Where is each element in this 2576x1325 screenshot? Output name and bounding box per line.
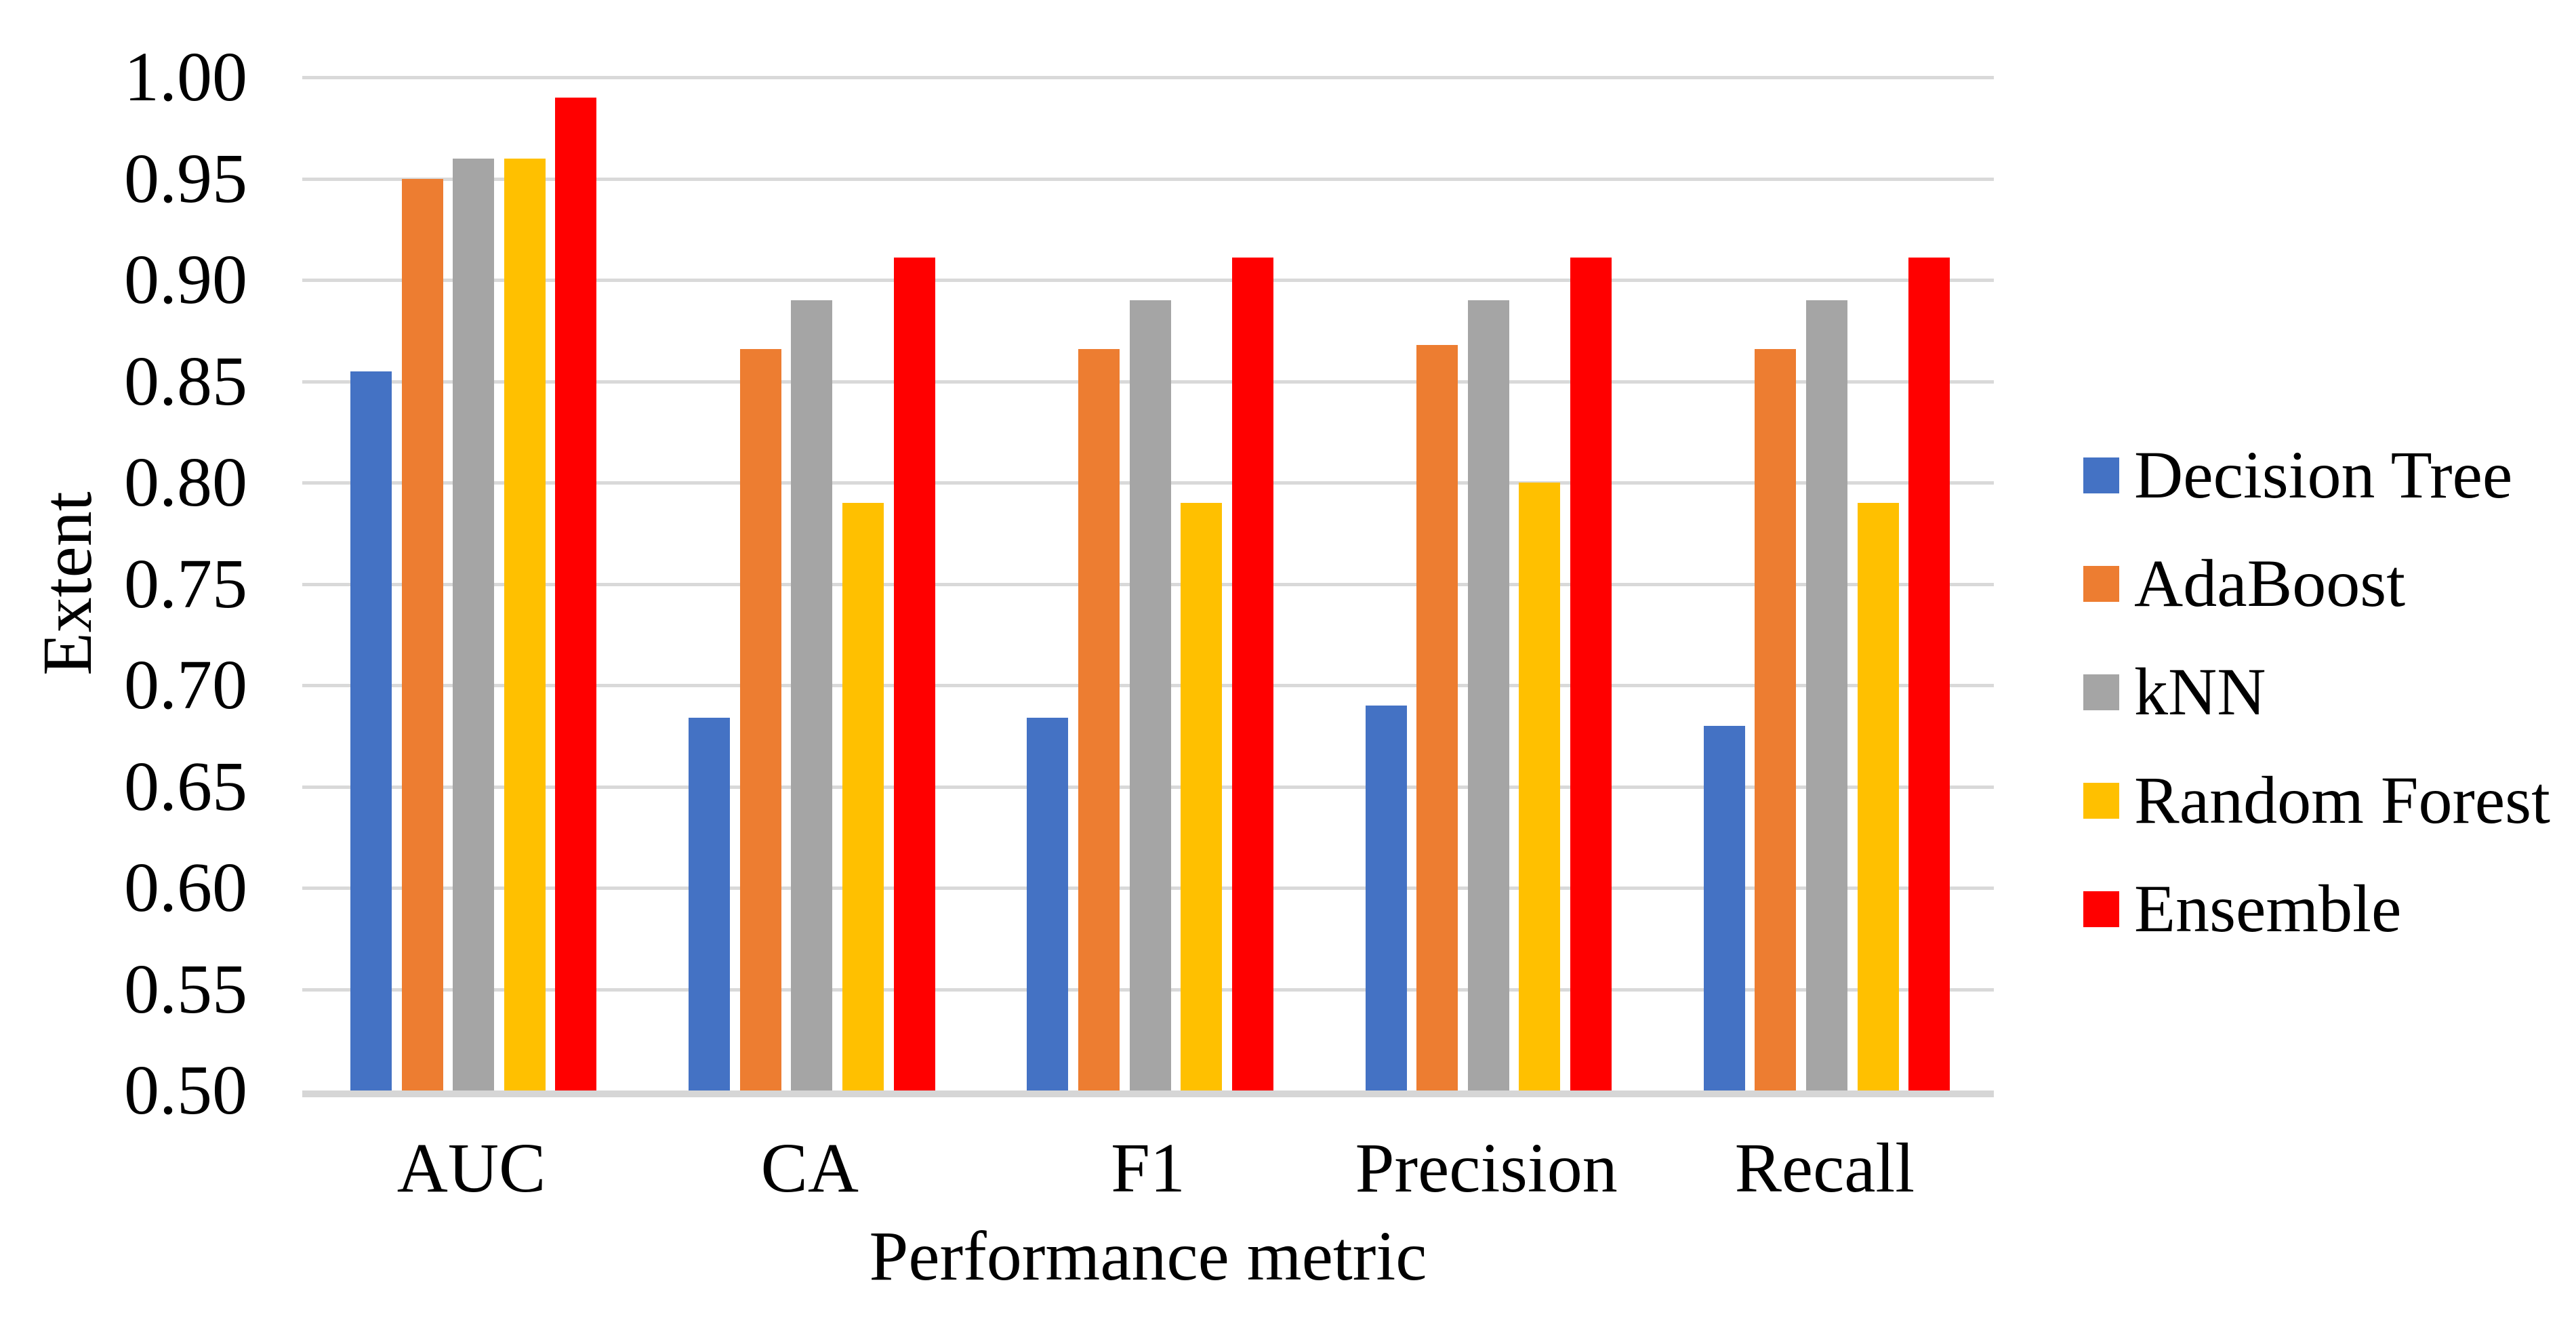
bar-f1-random-forest	[1181, 502, 1223, 1090]
bar-f1-knn	[1129, 300, 1171, 1090]
legend-label-ensemble: Ensemble	[2134, 871, 2402, 946]
bar-f1-adaboost	[1078, 348, 1120, 1090]
legend-item-decision-tree: Decision Tree	[2083, 434, 2512, 516]
bar-precision-knn	[1467, 300, 1509, 1090]
x-tick-label-precision: Precision	[1355, 1129, 1618, 1207]
bar-precision-ensemble	[1570, 258, 1612, 1090]
x-tick-label-f1: F1	[1111, 1129, 1185, 1207]
y-tick-label-0.50: 0.50	[124, 1051, 247, 1129]
bar-auc-adaboost	[401, 178, 443, 1090]
bar-f1-ensemble	[1231, 258, 1273, 1090]
bar-ca-adaboost	[739, 348, 781, 1090]
legend-item-random-forest: Random Forest	[2083, 760, 2550, 841]
legend-swatch-ensemble	[2083, 891, 2119, 927]
bar-recall-ensemble	[1908, 258, 1950, 1090]
legend-swatch-knn	[2083, 674, 2119, 710]
legend-item-knn: kNN	[2083, 651, 2266, 733]
y-tick-label-0.60: 0.60	[124, 849, 247, 926]
bar-auc-random-forest	[504, 158, 546, 1090]
legend-label-decision-tree: Decision Tree	[2134, 437, 2513, 512]
x-tick-label-recall: Recall	[1734, 1129, 1915, 1207]
bar-auc-ensemble	[555, 97, 597, 1090]
legend-label-knn: kNN	[2134, 654, 2266, 729]
bar-recall-adaboost	[1755, 348, 1797, 1090]
bar-ca-decision-tree	[689, 717, 731, 1090]
y-tick-label-0.85: 0.85	[124, 342, 247, 420]
y-tick-label-0.80: 0.80	[124, 443, 247, 521]
bar-precision-decision-tree	[1365, 705, 1407, 1090]
y-tick-label-0.75: 0.75	[124, 544, 247, 623]
bar-f1-decision-tree	[1027, 717, 1069, 1090]
x-axis-line	[302, 1090, 1994, 1097]
gridline-0.90	[302, 279, 1994, 282]
x-tick-label-ca: CA	[760, 1129, 859, 1207]
x-axis-title: Performance metric	[869, 1217, 1427, 1295]
bar-precision-random-forest	[1519, 483, 1561, 1090]
legend-label-random-forest: Random Forest	[2134, 762, 2550, 838]
bar-ca-knn	[791, 300, 833, 1090]
bar-ca-ensemble	[893, 258, 935, 1090]
y-tick-label-0.70: 0.70	[124, 646, 247, 724]
y-tick-label-0.65: 0.65	[124, 747, 247, 825]
x-tick-label-auc: AUC	[396, 1129, 546, 1207]
legend-swatch-decision-tree	[2083, 457, 2119, 493]
legend-swatch-random-forest	[2083, 782, 2119, 819]
y-axis-title: Extent	[28, 491, 106, 676]
y-tick-label-0.90: 0.90	[124, 241, 247, 319]
bar-auc-decision-tree	[350, 371, 392, 1090]
legend-label-adaboost: AdaBoost	[2134, 546, 2405, 621]
gridline-1.00	[302, 76, 1994, 79]
legend-swatch-adaboost	[2083, 565, 2119, 602]
y-tick-label-1.00: 1.00	[124, 38, 247, 116]
bar-recall-random-forest	[1857, 502, 1899, 1090]
y-tick-label-0.95: 0.95	[124, 139, 247, 218]
bar-recall-decision-tree	[1703, 725, 1745, 1090]
bar-auc-knn	[453, 158, 495, 1090]
bar-precision-adaboost	[1416, 344, 1458, 1090]
legend-item-adaboost: AdaBoost	[2083, 543, 2405, 624]
gridline-0.95	[302, 177, 1994, 181]
legend-item-ensemble: Ensemble	[2083, 868, 2401, 950]
bar-recall-knn	[1806, 300, 1847, 1090]
y-tick-label-0.55: 0.55	[124, 950, 247, 1028]
bar-ca-random-forest	[842, 502, 884, 1090]
